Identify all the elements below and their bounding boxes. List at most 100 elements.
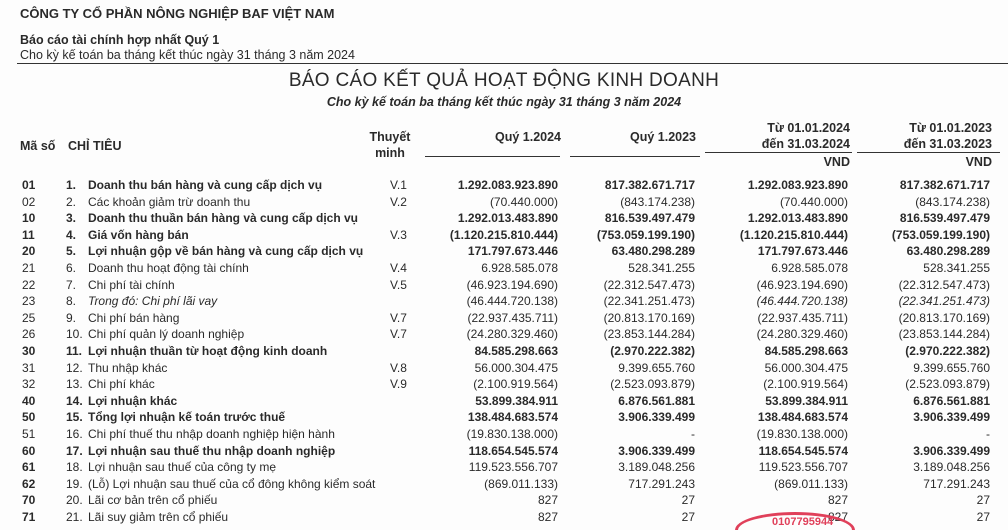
- row-value: 6.876.561.881: [618, 393, 695, 408]
- row-label: (Lỗ) Lợi nhuận sau thuế của cổ đông khôn…: [88, 476, 376, 491]
- col-underline: [857, 152, 1000, 153]
- row-code: 21: [22, 261, 36, 275]
- col-header-item: CHỈ TIÊU: [68, 139, 122, 153]
- row-value: 816.539.497.479: [604, 211, 695, 226]
- row-value: (753.059.199.190): [596, 227, 695, 242]
- row-code: 32: [22, 377, 36, 392]
- row-code: 40: [22, 393, 36, 408]
- row-code: 50: [22, 410, 36, 425]
- table-row: 10 3. Doanh thu thuần bán hàng và cung cấp…: [0, 211, 1008, 228]
- row-value: 827: [537, 493, 558, 508]
- row-value: (2.100.919.564): [473, 377, 558, 392]
- row-value: 53.899.384.911: [765, 393, 848, 408]
- row-index: 21.: [66, 510, 83, 524]
- statement-subtitle: Cho kỳ kế toán ba tháng kết thúc ngày 31…: [326, 95, 682, 109]
- table-row: 23 8. Trong đó: Chi phí lãi vay (46.444.720…: [0, 294, 1008, 311]
- row-value: (2.970.222.382): [610, 344, 695, 358]
- row-note: V.9: [390, 377, 407, 392]
- row-value: 56.000.304.475: [764, 360, 848, 375]
- row-value: 3.906.339.499: [618, 410, 695, 425]
- row-note: V.3: [390, 227, 407, 242]
- row-value: 84.585.298.663: [474, 344, 558, 358]
- row-value: 1.292.083.923.890: [457, 178, 558, 192]
- row-value: -: [986, 427, 990, 441]
- row-value: 119.523.556.707: [468, 460, 558, 475]
- row-code: 22: [22, 277, 36, 292]
- row-value: 6.876.561.881: [913, 393, 990, 408]
- ytd2023-line2: đến 31.03.2023: [903, 137, 992, 151]
- row-value: (22.312.547.473): [603, 277, 695, 292]
- row-value: 3.906.339.499: [618, 443, 695, 458]
- row-label: Các khoản giảm trừ doanh thu: [88, 194, 251, 209]
- table-row: 61 18. Lợi nhuận sau thuế của công ty mẹ 11…: [0, 460, 1008, 477]
- row-value: (70.440.000): [779, 194, 848, 209]
- row-value: 816.539.497.479: [899, 211, 990, 226]
- row-value: 138.484.683.574: [757, 410, 848, 425]
- row-value: 3.906.339.499: [913, 410, 990, 425]
- row-value: (1.120.215.810.444): [449, 227, 558, 242]
- row-label: Chi phí quản lý doanh nghiệp: [88, 327, 245, 342]
- row-value: 1.292.083.923.890: [747, 178, 848, 192]
- row-label: Chi phí tài chính: [88, 277, 175, 292]
- row-index: 11.: [66, 344, 83, 358]
- row-note: V.7: [390, 310, 407, 325]
- row-index: 20.: [66, 493, 83, 508]
- row-label: Chi phí khác: [88, 377, 155, 392]
- row-value: (869.011.133): [774, 476, 848, 491]
- row-value: 6.928.585.078: [481, 261, 558, 275]
- row-index: 3.: [66, 211, 77, 226]
- col-header-q2023: Quý 1.2023: [629, 130, 696, 144]
- row-value: (70.440.000): [489, 194, 558, 209]
- row-index: 5.: [66, 244, 77, 259]
- row-value: (2.100.919.564): [763, 377, 848, 392]
- table-row: 51 16. Chi phí thuế thu nhập doanh nghiệp …: [0, 427, 1008, 444]
- note-line1: Thuyết: [369, 130, 411, 144]
- row-code: 25: [22, 310, 36, 325]
- row-code: 31: [22, 360, 36, 375]
- col-underline: [570, 156, 700, 157]
- row-value: 171.797.673.446: [757, 244, 848, 259]
- row-code: 26: [22, 327, 36, 342]
- row-label: Lợi nhuận thuần từ hoạt động kinh doanh: [88, 344, 328, 358]
- row-value: (869.011.133): [484, 476, 558, 491]
- row-index: 14.: [66, 393, 83, 408]
- ytd2024-line2: đến 31.03.2024: [761, 137, 850, 151]
- col-header-note: Thuyết minh: [360, 129, 420, 161]
- row-value: (46.444.720.138): [756, 294, 848, 309]
- col-header-q2024: Quý 1.2024: [494, 130, 561, 144]
- row-value: 63.480.298.289: [906, 244, 990, 259]
- table-row: 62 19. (Lỗ) Lợi nhuận sau thuế của cổ đông…: [0, 477, 1008, 494]
- row-value: (22.341.251.473): [603, 294, 695, 309]
- note-line2: minh: [375, 146, 405, 160]
- row-value: 63.480.298.289: [611, 244, 695, 259]
- row-value: 717.291.243: [628, 476, 695, 491]
- row-code: 60: [22, 443, 36, 458]
- header-divider: [17, 63, 1008, 64]
- row-label: Trong đó: Chi phí lãi vay: [88, 294, 218, 309]
- row-value: 84.585.298.663: [764, 344, 848, 358]
- row-index: 4.: [66, 227, 77, 242]
- table-row: 70 20. Lãi cơ bản trên cổ phiếu 827 27 827 27: [0, 493, 1008, 510]
- row-value: 528.341.255: [628, 261, 695, 275]
- row-value: (19.830.138.000): [756, 427, 848, 441]
- row-code: 30: [22, 344, 36, 358]
- table-row: 30 11. Lợi nhuận thuần từ hoạt động kinh d…: [0, 344, 1008, 361]
- row-value: 171.797.673.446: [467, 244, 558, 259]
- row-value: 9.399.655.760: [618, 360, 695, 375]
- row-value: 53.899.384.911: [475, 393, 558, 408]
- row-value: 1.292.013.483.890: [747, 211, 848, 226]
- row-label: Lợi nhuận gộp về bán hàng và cung cấp dị…: [88, 244, 364, 259]
- row-index: 19.: [66, 476, 83, 491]
- row-value: (2.523.093.879): [610, 377, 695, 392]
- ytd2024-line1: Từ 01.01.2024: [767, 121, 850, 135]
- row-note: V.5: [390, 277, 407, 292]
- row-value: 1.292.013.483.890: [457, 211, 558, 226]
- table-row: 50 15. Tổng lợi nhuận kế toán trước thuế 13…: [0, 410, 1008, 427]
- row-value: 3.189.048.256: [618, 460, 695, 475]
- row-value: 827: [827, 493, 848, 508]
- row-value: 817.382.671.717: [899, 178, 990, 192]
- row-index: 7.: [66, 277, 77, 292]
- row-value: (22.341.251.473): [898, 294, 990, 309]
- row-value: 528.341.255: [923, 261, 990, 275]
